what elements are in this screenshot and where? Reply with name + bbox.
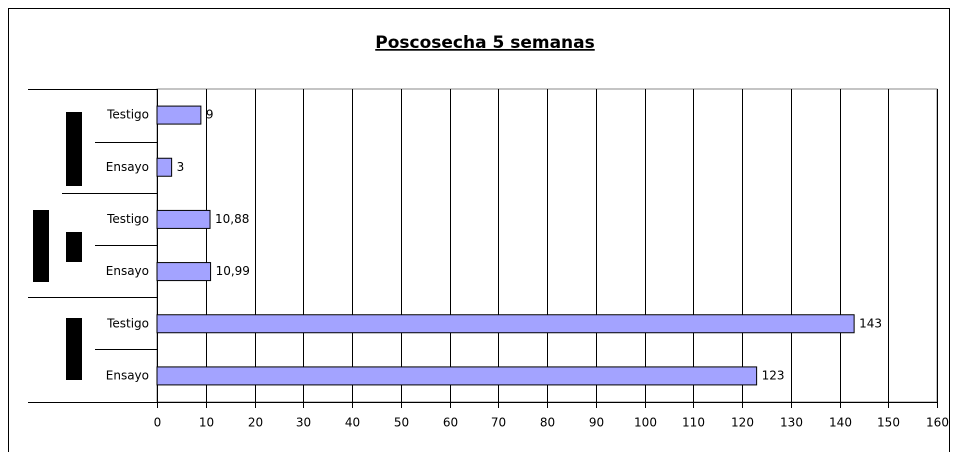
bar	[156, 366, 758, 386]
bar	[156, 314, 855, 334]
x-tick-label: 140	[829, 416, 852, 430]
bar	[156, 105, 202, 125]
x-tick-label: 20	[248, 416, 263, 430]
y-tick-label: Testigo	[106, 316, 149, 330]
bar	[156, 157, 173, 177]
y-tick-label: Testigo	[106, 212, 149, 226]
x-tick-label: 40	[345, 416, 360, 430]
x-tick-label: 10	[199, 416, 214, 430]
x-tick-label: 130	[780, 416, 803, 430]
x-tick-label: 90	[589, 416, 604, 430]
y-tick-label: Ensayo	[106, 368, 149, 382]
bar	[156, 209, 211, 229]
x-tick-label: 70	[491, 416, 506, 430]
data-label: 10,88	[215, 212, 249, 226]
x-tick-label: 150	[877, 416, 900, 430]
group-labels	[33, 112, 82, 380]
y-tick-label: Ensayo	[106, 160, 149, 174]
group-label-box	[66, 318, 82, 380]
data-label: 3	[177, 160, 185, 174]
data-label: 143	[859, 316, 882, 330]
chart-border	[8, 8, 950, 452]
y-tick-label: Testigo	[106, 108, 149, 122]
x-tick-label: 160	[926, 416, 949, 430]
group-label-box	[66, 112, 82, 186]
group-label-box	[33, 210, 49, 282]
x-tick-label: 60	[443, 416, 458, 430]
x-tick-label: 0	[154, 416, 162, 430]
x-tick-label: 110	[682, 416, 705, 430]
x-tick-label: 100	[634, 416, 657, 430]
x-tick-label: 120	[731, 416, 754, 430]
x-tick-label: 80	[540, 416, 555, 430]
group-label-box	[66, 232, 82, 262]
category-dividers	[28, 89, 157, 403]
y-tick-label: Ensayo	[106, 264, 149, 278]
x-tick-label: 50	[394, 416, 409, 430]
data-label: 10,99	[216, 264, 250, 278]
data-label: 123	[762, 368, 785, 382]
data-label: 9	[206, 108, 214, 122]
x-tick-label: 30	[296, 416, 311, 430]
chart-title: Poscosecha 5 semanas	[375, 33, 595, 53]
bar	[156, 262, 212, 282]
